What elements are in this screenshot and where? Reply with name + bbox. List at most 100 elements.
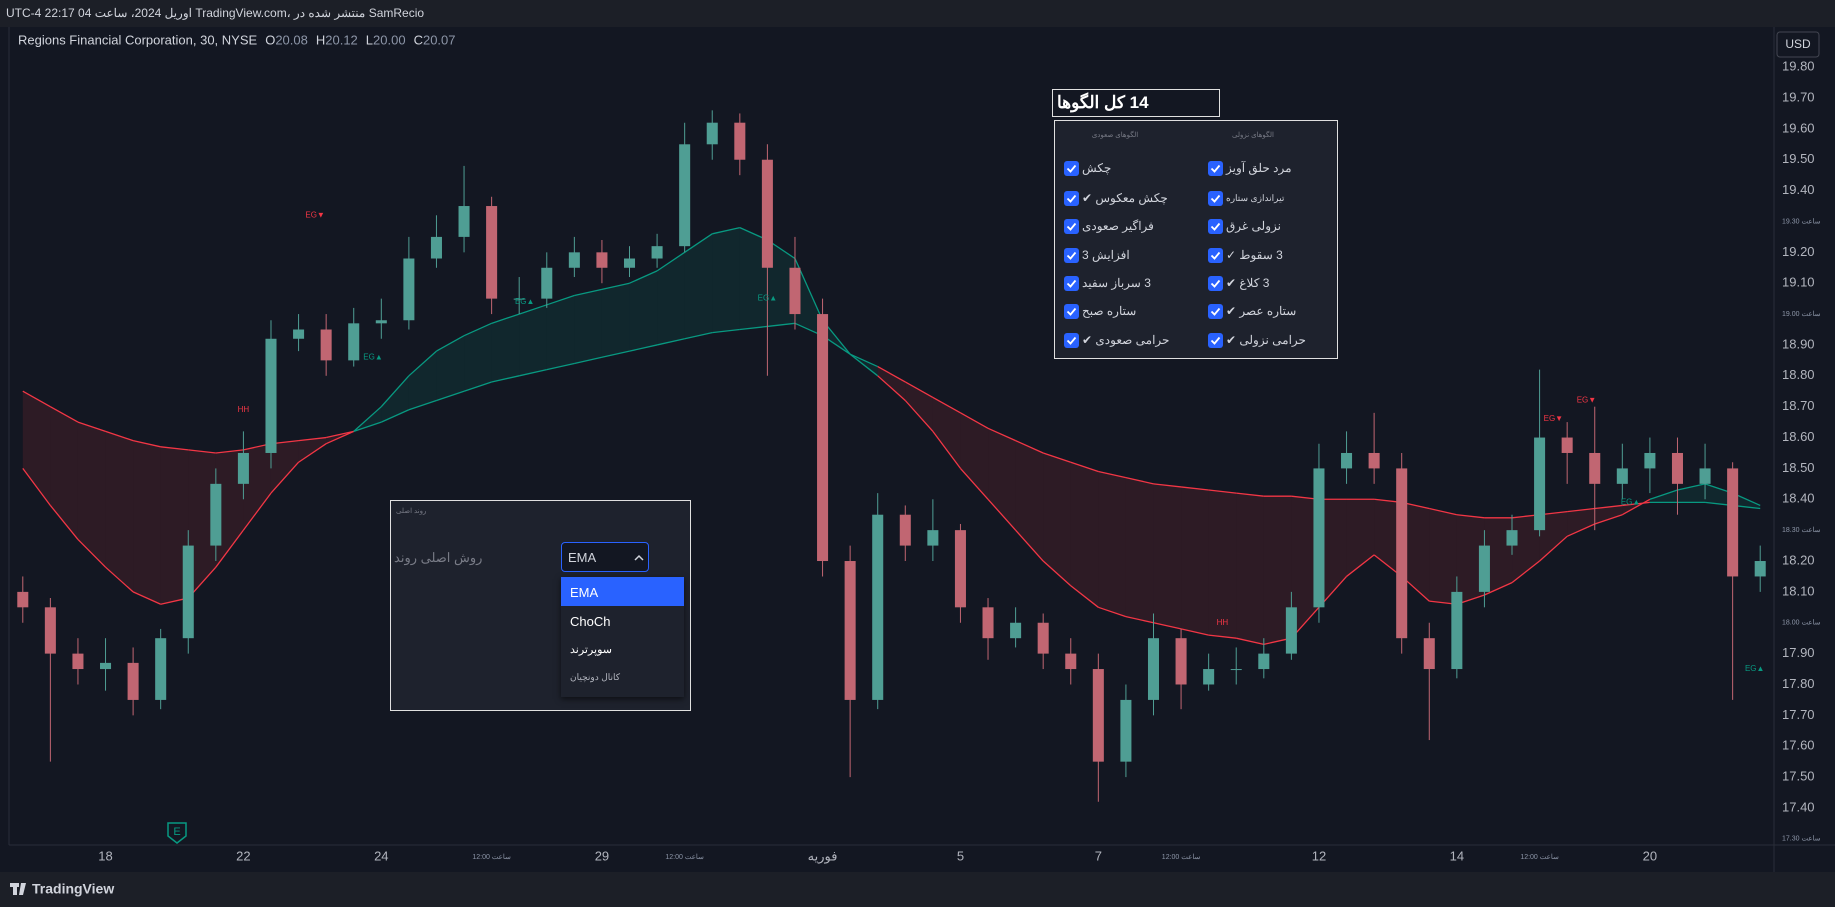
y-tick-label: 18.20	[1782, 552, 1815, 567]
checkbox[interactable]	[1208, 248, 1223, 263]
section-title: روند اصلی	[396, 508, 427, 515]
candle-body	[513, 298, 525, 300]
candle-body	[1313, 468, 1325, 608]
ma-band	[1567, 508, 1595, 537]
candle-body	[1065, 653, 1077, 670]
candle-body	[1368, 452, 1380, 469]
ma-band	[105, 431, 134, 592]
ma-fast-line	[601, 282, 630, 291]
currency-button[interactable]	[1776, 31, 1820, 58]
ma-slow-line	[1429, 507, 1457, 516]
pattern-option: افزایش 3	[1082, 248, 1130, 262]
ohlc-value: 20.12	[325, 32, 358, 47]
ma-band	[1098, 471, 1126, 617]
ma-slow-line	[1015, 440, 1044, 454]
dropdown-option[interactable]: سوپرترند	[570, 644, 612, 656]
pattern-label: EG▼	[1544, 414, 1563, 423]
ma-slow-line	[50, 406, 79, 423]
ma-band	[133, 440, 161, 605]
checkmark	[1210, 279, 1221, 288]
checkmark	[1066, 222, 1077, 231]
ma-fast-line	[325, 430, 354, 445]
footer-logo	[10, 883, 26, 895]
checkmark-stroke	[1066, 164, 1077, 173]
checkbox[interactable]	[1208, 191, 1223, 206]
x-tick-label: 14	[1450, 848, 1464, 863]
ma-fast-line	[987, 498, 1017, 531]
y-tick-label: 18.00 ساعت	[1782, 619, 1821, 627]
earnings-badge: E	[173, 826, 180, 838]
x-tick-label: 12:00 ساعت	[665, 853, 704, 861]
x-tick-label: 24	[374, 848, 388, 863]
checkbox[interactable]	[1064, 304, 1079, 319]
checkbox[interactable]	[1208, 304, 1223, 319]
pattern-option: فراگیر صعودی	[1082, 219, 1154, 233]
ma-fast-line	[491, 313, 520, 324]
pattern-label: EG▼	[305, 210, 324, 219]
ma-band	[464, 323, 492, 392]
ma-slow-line	[601, 350, 630, 358]
pattern-option: حرامی صعودی ✔	[1082, 333, 1170, 347]
pattern-label: EG▲	[363, 352, 382, 361]
ma-slow-line	[188, 449, 216, 454]
ma-fast-line	[1042, 560, 1072, 587]
select-box[interactable]: EMA	[561, 542, 649, 572]
candle-body	[293, 329, 305, 339]
ma-slow-line	[904, 381, 934, 398]
checkbox[interactable]	[1064, 191, 1079, 206]
top-bar	[0, 0, 1835, 27]
dropdown-list: EMA ChoCh سوپرترند کانال دونچیان	[561, 577, 684, 697]
checkbox[interactable]	[1208, 333, 1223, 348]
ma-band	[1649, 490, 1678, 503]
ma-band	[1291, 496, 1319, 639]
ma-fast-line	[49, 505, 79, 540]
ma-band	[1429, 508, 1457, 605]
ma-slow-line	[22, 390, 51, 408]
y-tick-label: 18.50	[1782, 460, 1815, 475]
ma-slow-line	[1594, 504, 1623, 510]
checkbox[interactable]	[1208, 276, 1223, 291]
ma-band	[684, 233, 713, 339]
ma-slow-line	[160, 446, 189, 451]
ma-fast-line	[1566, 523, 1596, 537]
ma-slow-line	[1042, 452, 1071, 463]
ma-fast-line	[463, 322, 492, 337]
x-tick-label: 29	[595, 848, 609, 863]
ma-fast-line	[904, 400, 934, 432]
checkbox[interactable]	[1064, 161, 1079, 176]
y-tick-label: 19.70	[1782, 89, 1815, 104]
ma-slow-line	[932, 396, 961, 414]
ma-band	[739, 227, 768, 330]
pattern-option: چکش معکوس ✔	[1082, 191, 1168, 205]
currency[interactable]: USD	[1785, 37, 1811, 51]
ma-slow-line	[105, 430, 134, 442]
ma-slow-line	[987, 427, 1016, 442]
ma-slow-line	[739, 325, 768, 331]
checkbox[interactable]	[1064, 276, 1079, 291]
y-tick-label: 18.30 ساعت	[1782, 526, 1821, 534]
candle-body	[375, 320, 387, 324]
checkbox[interactable]	[1208, 161, 1223, 176]
checkmark	[1210, 222, 1221, 231]
checkbox[interactable]	[1064, 333, 1079, 348]
checkmark-stroke	[1066, 307, 1077, 316]
ma-fast-line	[1649, 489, 1678, 500]
checkbox[interactable]	[1064, 219, 1079, 234]
ma-band	[1181, 486, 1209, 636]
ma-band	[629, 270, 658, 352]
ma-band	[1374, 499, 1402, 577]
dropdown-option[interactable]: EMA	[561, 577, 684, 606]
patterns-title-box: 14 کل الگوها	[1052, 89, 1220, 117]
y-tick-label: 19.20	[1782, 244, 1815, 259]
checkbox[interactable]	[1064, 248, 1079, 263]
checkbox[interactable]	[1208, 219, 1223, 234]
dropdown-option[interactable]: ChoCh	[570, 614, 611, 629]
candle-body	[237, 452, 249, 484]
dropdown-option[interactable]: کانال دونچیان	[570, 672, 621, 682]
x-tick-label: 12	[1312, 848, 1326, 863]
x-tick-label: فوریه	[808, 848, 838, 864]
ohlc-key: C	[414, 32, 423, 47]
ma-slow-line	[960, 412, 989, 429]
ma-fast-line	[1180, 628, 1209, 636]
